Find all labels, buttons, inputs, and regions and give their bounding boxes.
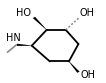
Text: HO: HO: [16, 8, 31, 18]
Polygon shape: [17, 44, 32, 46]
Text: HN: HN: [6, 33, 21, 43]
Text: OH: OH: [79, 8, 94, 18]
Polygon shape: [69, 61, 80, 73]
Polygon shape: [33, 17, 47, 30]
Text: OH: OH: [80, 70, 96, 80]
